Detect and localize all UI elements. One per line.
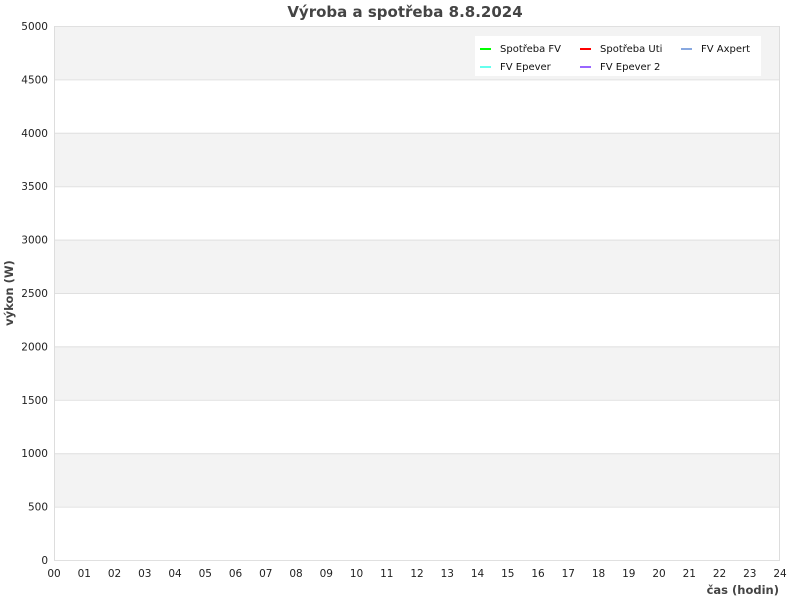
legend-box <box>475 36 761 76</box>
grid-band <box>54 239 780 293</box>
x-tick-label: 21 <box>683 568 696 580</box>
y-tick-label: 3000 <box>21 235 48 247</box>
legend: Spotřeba FV Spotřeba Uti FV Axpert FV Epeve… <box>475 36 761 76</box>
x-tick-label: 11 <box>380 568 393 580</box>
grid-band <box>54 132 780 187</box>
grid-band <box>54 453 780 507</box>
y-tick-label: 5000 <box>21 21 48 33</box>
x-tick-label: 13 <box>441 568 454 580</box>
x-tick-label: 23 <box>743 568 756 580</box>
y-tick-label: 3500 <box>21 181 48 193</box>
x-tick-label: 02 <box>108 568 121 580</box>
legend-label: Spotřeba Uti <box>600 43 662 55</box>
x-tick-label: 06 <box>229 568 243 580</box>
x-tick-label: 14 <box>471 568 485 580</box>
x-tick-label: 12 <box>410 568 423 580</box>
x-tick-label: 18 <box>592 568 605 580</box>
x-tick-label: 09 <box>320 568 333 580</box>
x-tick-label: 00 <box>47 568 60 580</box>
legend-label: FV Epever 2 <box>600 62 660 73</box>
x-tick-label: 16 <box>531 568 545 580</box>
x-tick-label: 19 <box>622 568 635 580</box>
x-tick-label: 22 <box>713 568 726 580</box>
x-tick-label: 04 <box>168 568 182 580</box>
x-axis-label: čas (hodin) <box>707 583 779 597</box>
x-tick-label: 07 <box>259 568 272 580</box>
y-axis-label: výkon (W) <box>2 260 16 326</box>
legend-label: Spotřeba FV <box>500 43 561 55</box>
grid-band <box>54 346 780 400</box>
y-tick-label: 2500 <box>21 288 48 300</box>
x-tick-label: 17 <box>562 568 575 580</box>
x-tick-label: 08 <box>289 568 302 580</box>
y-tick-label: 4000 <box>21 128 48 140</box>
x-tick-label: 24 <box>773 568 787 580</box>
x-tick-label: 05 <box>199 568 212 580</box>
y-tick-label: 500 <box>28 502 48 514</box>
y-tick-label: 1000 <box>21 448 48 460</box>
chart-title: Výroba a spotřeba 8.8.2024 <box>287 3 522 21</box>
x-tick-label: 03 <box>138 568 151 580</box>
x-tick-label: 10 <box>350 568 363 580</box>
legend-label: FV Axpert <box>701 44 750 55</box>
y-tick-label: 1500 <box>21 395 48 407</box>
y-tick-label: 0 <box>41 555 48 567</box>
x-tick-label: 20 <box>652 568 665 580</box>
y-tick-label: 4500 <box>21 74 48 86</box>
y-tick-label: 2000 <box>21 341 48 353</box>
x-tick-label: 15 <box>501 568 514 580</box>
legend-label: FV Epever <box>500 62 552 73</box>
x-tick-label: 01 <box>78 568 91 580</box>
